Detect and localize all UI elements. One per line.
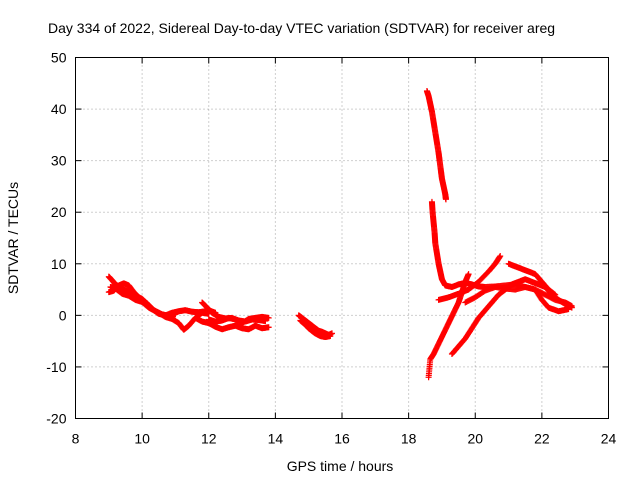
y-axis-label: SDTVAR / TECUs	[5, 182, 21, 294]
data-point	[497, 253, 504, 260]
data-point	[552, 291, 559, 298]
y-tick-label: 0	[59, 307, 67, 323]
plot-frame	[75, 57, 609, 419]
y-tick-label: -10	[46, 359, 66, 375]
series-pass-1f	[205, 313, 272, 327]
x-tick-label: 24	[601, 431, 617, 447]
y-tick-label: 30	[51, 153, 67, 169]
x-tick-label: 20	[467, 431, 483, 447]
series-pass-3c	[425, 271, 472, 381]
x-axis-label: GPS time / hours	[287, 458, 394, 474]
x-tick-label: 22	[534, 431, 550, 447]
x-tick-label: 10	[134, 431, 150, 447]
data-point	[442, 196, 449, 203]
y-tick-label: 40	[51, 101, 67, 117]
data-point	[568, 304, 575, 311]
data-points	[105, 88, 575, 381]
x-tick-label: 8	[72, 431, 80, 447]
series-pass-3a	[423, 88, 449, 203]
y-tick-label: -20	[46, 411, 66, 427]
data-point	[327, 332, 334, 339]
series-pass-3f	[505, 260, 559, 298]
y-tick-label: 20	[51, 204, 67, 220]
grid	[75, 57, 609, 419]
axis-tick-labels: 8 10 12 14 16 18 20 22 24 -20 -10 0 10 20 30 40 50	[46, 50, 616, 447]
series-pass-1e	[192, 314, 272, 333]
y-tick-label: 10	[51, 256, 67, 272]
series-pass-3d	[435, 253, 504, 303]
series-pass-3g	[462, 283, 572, 315]
x-tick-label: 12	[201, 431, 217, 447]
chart-title: Day 334 of 2022, Sidereal Day-to-day VTE…	[48, 20, 555, 36]
series-pass-1c	[107, 283, 179, 319]
data-point	[265, 324, 272, 331]
series-pass-2b	[297, 317, 334, 341]
data-point	[172, 311, 179, 318]
data-point	[265, 314, 272, 321]
y-tick-label: 50	[51, 50, 67, 66]
x-tick-label: 16	[334, 431, 350, 447]
data-point	[465, 271, 472, 278]
x-tick-label: 18	[401, 431, 417, 447]
x-tick-label: 14	[268, 431, 284, 447]
data-point	[565, 306, 572, 313]
series-pass-3e	[448, 276, 575, 358]
